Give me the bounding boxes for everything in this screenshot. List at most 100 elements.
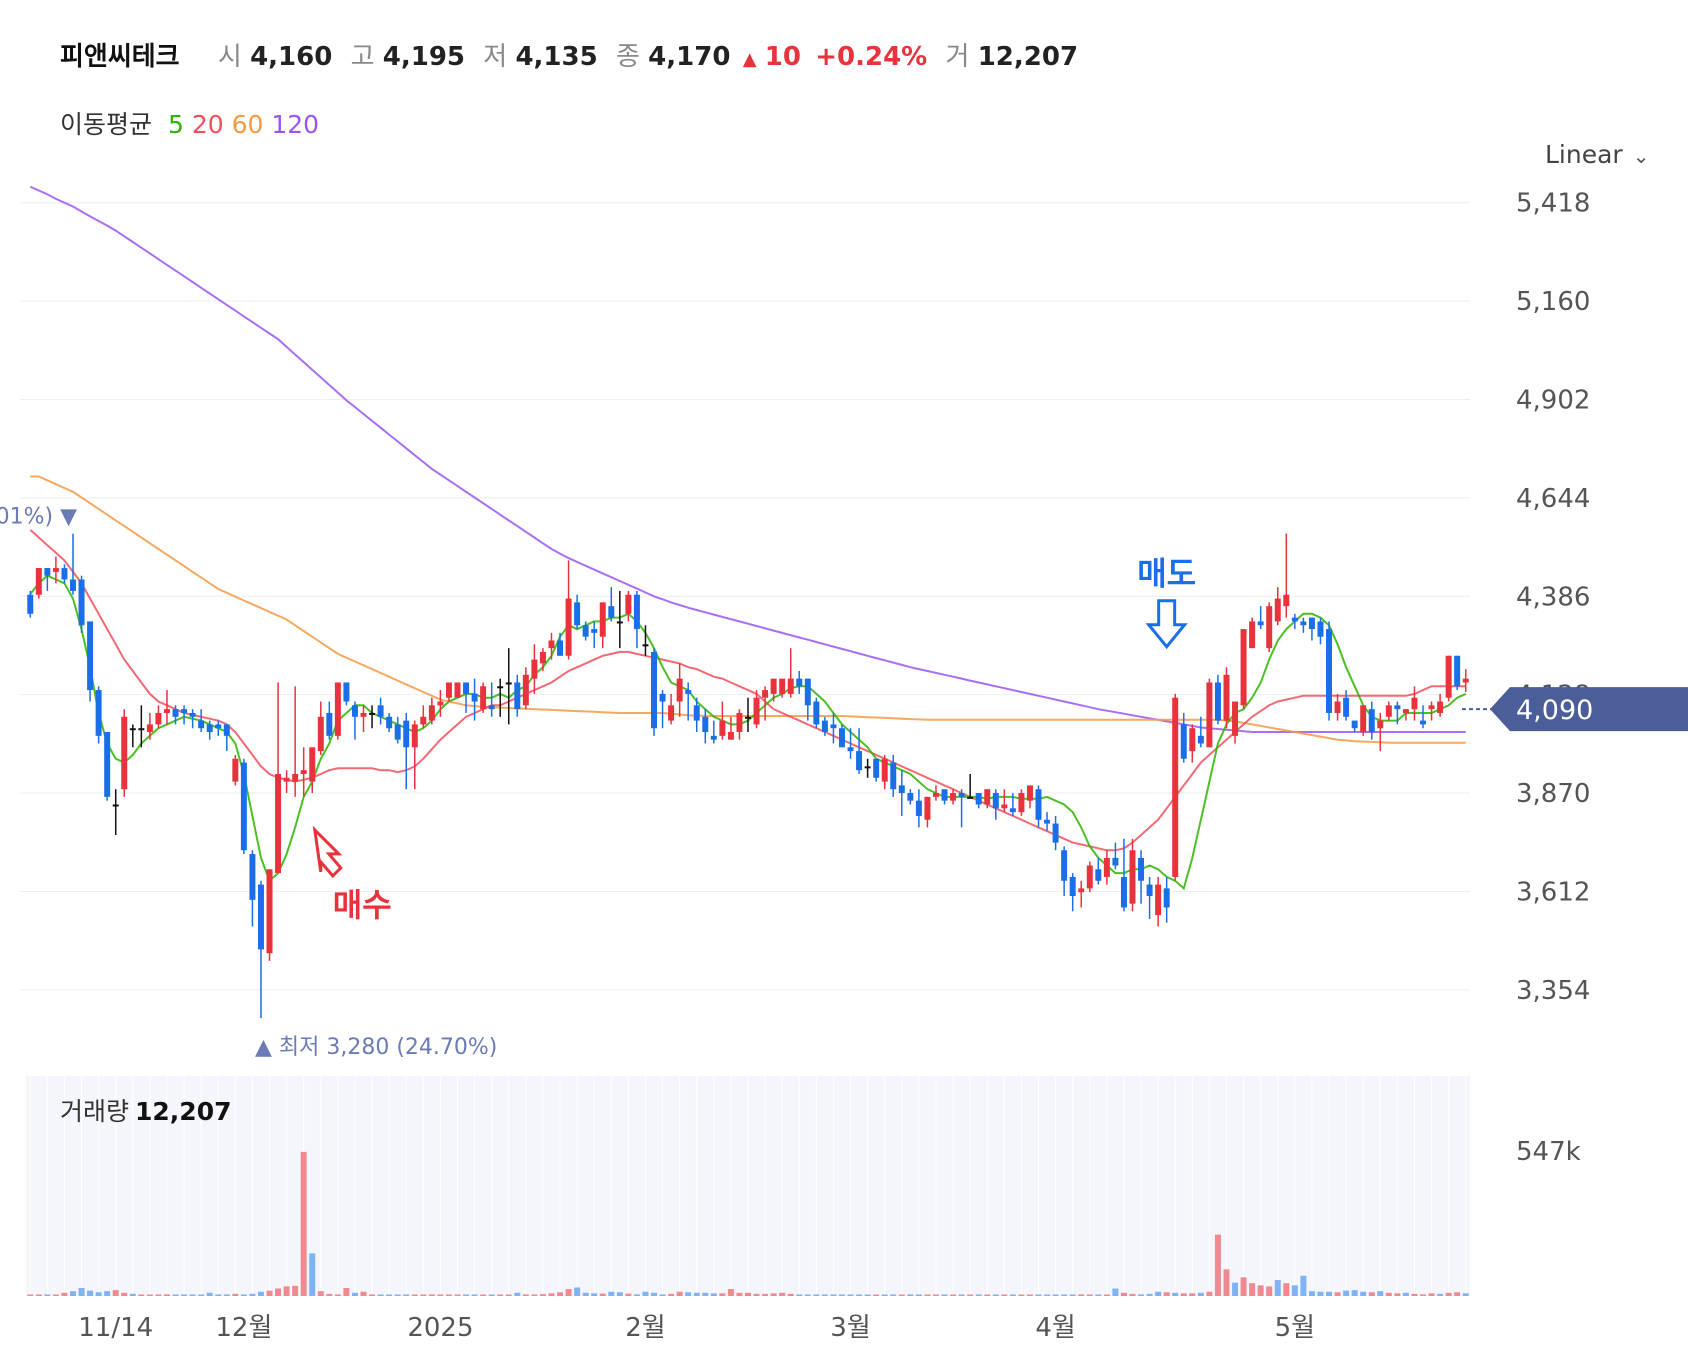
volume-bar <box>804 1294 811 1296</box>
candle-body <box>198 720 205 729</box>
candle-body <box>488 705 495 710</box>
ma120-toggle[interactable]: 120 <box>271 110 320 139</box>
candle-body <box>659 693 666 702</box>
volume-bar <box>163 1294 170 1296</box>
scale-dropdown[interactable]: Linear ⌄ <box>1545 140 1649 169</box>
volume-bar <box>565 1289 572 1296</box>
volume-bar <box>95 1292 102 1296</box>
volume-bar <box>232 1293 239 1296</box>
ma20-toggle[interactable]: 20 <box>191 110 224 139</box>
candle-body <box>1155 884 1162 916</box>
candle-body <box>172 709 179 717</box>
candle-body <box>958 793 965 797</box>
volume-bar <box>1445 1292 1452 1296</box>
volume-bar <box>950 1294 957 1296</box>
volume-bar <box>249 1293 256 1296</box>
candle-body <box>1445 655 1452 698</box>
volume-panel-label: 거래량 <box>60 1097 130 1126</box>
volume-bar <box>847 1294 854 1296</box>
candle-body <box>548 640 555 649</box>
volume-bar <box>1172 1292 1179 1296</box>
candle-body <box>1266 606 1273 649</box>
volume-bar <box>1308 1291 1315 1296</box>
candle-body <box>52 568 59 572</box>
candle-body <box>616 621 623 624</box>
volume-bar <box>1377 1291 1384 1296</box>
volume-bar <box>1035 1294 1042 1296</box>
volume-bar <box>488 1294 495 1296</box>
volume-bar <box>659 1294 666 1296</box>
sell-label: 매도 <box>1137 555 1196 593</box>
volume-bar <box>941 1294 948 1296</box>
volume-bar <box>146 1294 153 1296</box>
candle-body <box>574 602 581 626</box>
candle-body <box>1377 720 1384 729</box>
candle-body <box>78 579 85 626</box>
volume-bar <box>1009 1294 1016 1296</box>
volume-bar <box>1138 1294 1145 1296</box>
current-price-label: 4,090 <box>1516 695 1593 726</box>
volume-bar <box>1317 1291 1324 1296</box>
volume-bar <box>599 1293 606 1296</box>
volume-bar <box>1266 1286 1273 1296</box>
price-axis: 5,4185,1604,9024,6444,3864,1283,8703,612… <box>1516 189 1590 1006</box>
candle-body <box>1326 629 1333 713</box>
x-tick-label: 2월 <box>625 1313 665 1343</box>
volume-bar <box>1385 1292 1392 1296</box>
volume-bar <box>266 1290 273 1296</box>
volume-bar <box>984 1294 991 1296</box>
volume-bar <box>633 1294 640 1296</box>
candle-body <box>1437 701 1444 713</box>
volume-bar <box>873 1294 880 1296</box>
candle-body <box>625 594 632 614</box>
candle-body <box>1180 724 1187 759</box>
volume-bar <box>932 1294 939 1296</box>
change-value: 10 <box>764 42 801 72</box>
volume-panel-value: 12,207 <box>135 1097 232 1126</box>
candle-body <box>1420 720 1426 725</box>
candlesticks <box>27 533 1469 1019</box>
volume-bar <box>1454 1292 1461 1296</box>
volume-bar <box>223 1294 230 1296</box>
volume-bar <box>838 1294 845 1296</box>
change-percent: +0.24% <box>815 42 928 72</box>
candle-body <box>984 789 991 805</box>
volume-bar <box>445 1294 452 1296</box>
volume-bar <box>44 1294 51 1296</box>
volume-bar <box>471 1294 478 1296</box>
candle-body <box>1189 728 1196 752</box>
candle-body <box>1368 709 1375 733</box>
candle-body <box>693 705 700 721</box>
volume-bar <box>1360 1291 1367 1296</box>
candle-body <box>249 854 256 900</box>
volume-bar <box>736 1292 743 1296</box>
candle-body <box>873 758 880 778</box>
volume-bar <box>275 1288 282 1296</box>
volume-bar <box>915 1294 922 1296</box>
volume-bar <box>574 1287 581 1296</box>
sell-arrow-icon <box>1145 599 1188 650</box>
volume-bar <box>326 1293 333 1296</box>
candle-body <box>727 732 734 740</box>
price-grid <box>20 202 1470 991</box>
candle-body <box>1120 876 1127 908</box>
volume-bar <box>437 1294 444 1296</box>
annotations: 4,090 최고 4,545 (-10.01%) ▼ ▲ 최저 3,280 (24.… <box>0 505 1688 1060</box>
y-tick-label: 5,418 <box>1516 189 1590 219</box>
volume-bar <box>215 1294 222 1296</box>
candle-body <box>668 705 675 721</box>
candle-body <box>907 793 914 801</box>
ma60-toggle[interactable]: 60 <box>231 110 264 139</box>
x-tick-label: 2025 <box>407 1313 473 1343</box>
quote-header: 피앤씨테크 시 4,160 고 4,195 저 4,135 종 4,170 ▲ … <box>60 36 1078 73</box>
volume-bars: 547k <box>26 1076 1581 1296</box>
volume-bar <box>975 1294 982 1296</box>
ma5-toggle[interactable]: 5 <box>167 110 184 139</box>
buy-arrow-icon <box>312 825 343 879</box>
candle-body <box>1069 876 1076 897</box>
volume-bar <box>198 1294 205 1296</box>
volume-bar <box>745 1292 751 1296</box>
volume-bar <box>770 1293 777 1296</box>
volume-bar <box>386 1294 393 1296</box>
